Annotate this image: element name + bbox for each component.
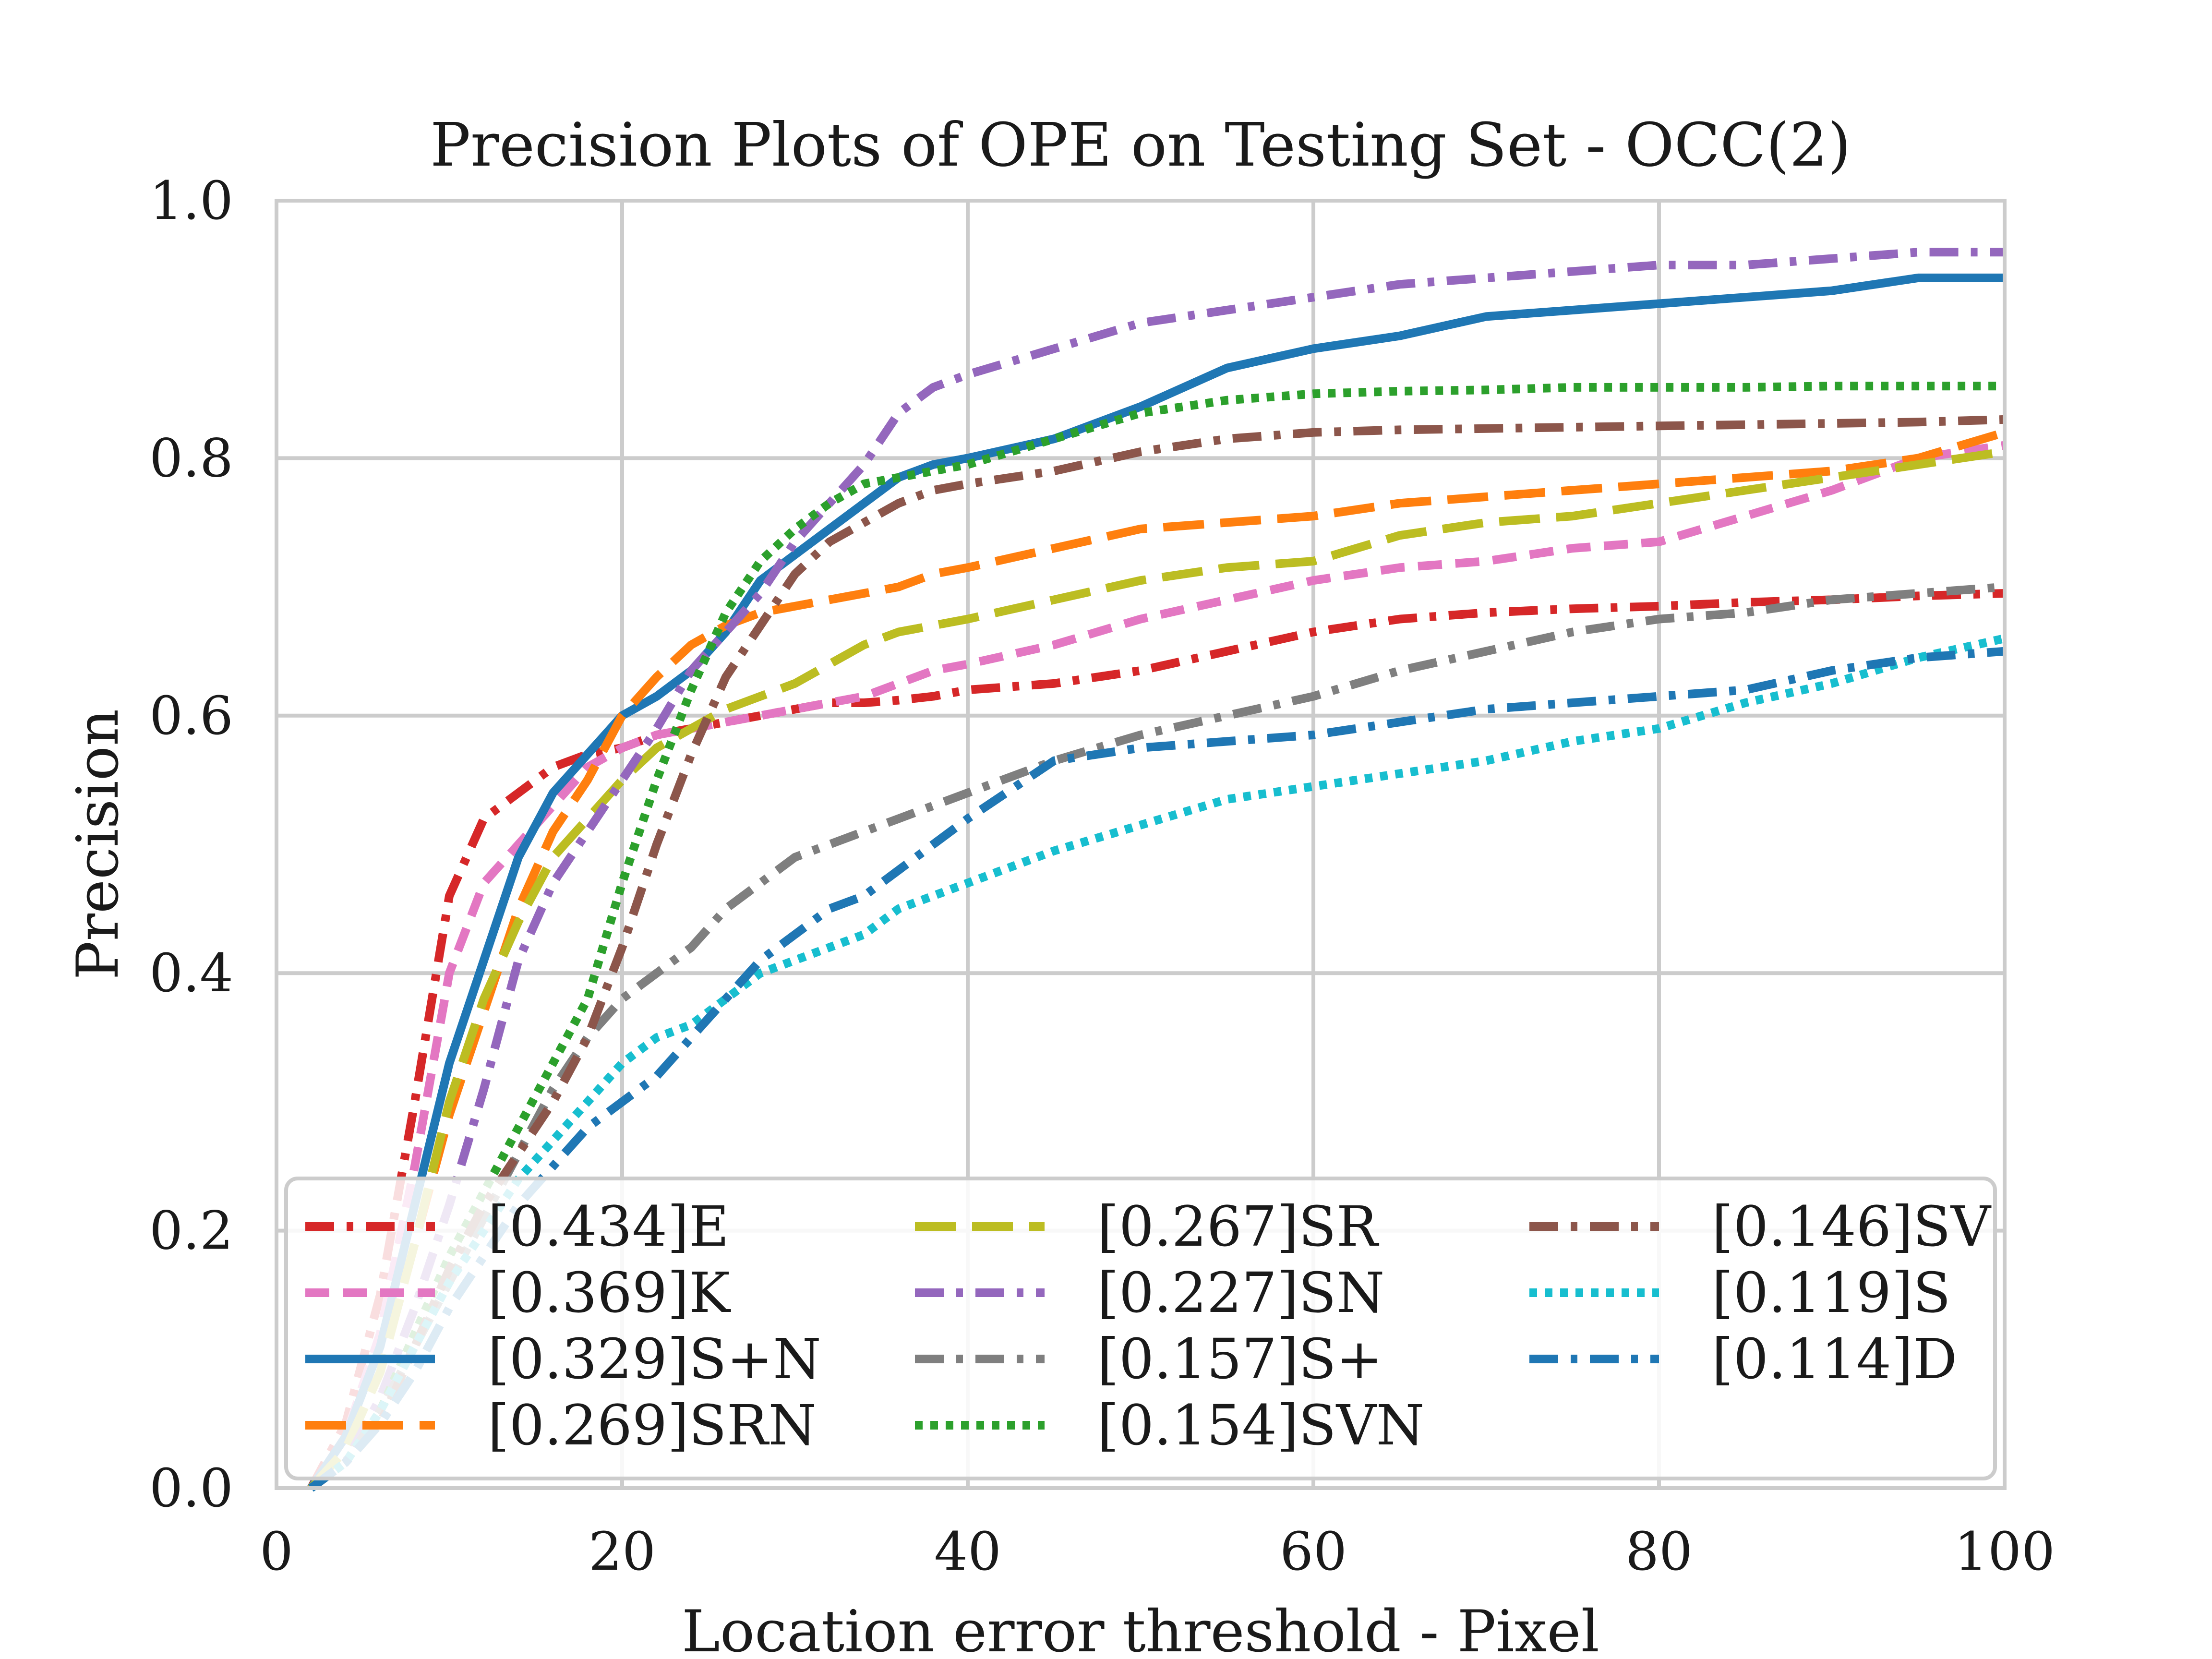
legend-label: [0.269]SRN <box>488 1394 817 1458</box>
legend-label: [0.267]SR <box>1097 1195 1380 1259</box>
x-axis-label: Location error threshold - Pixel <box>682 1599 1599 1659</box>
legend-label: [0.154]SVN <box>1097 1394 1424 1458</box>
y-tick-label: 0.6 <box>149 685 233 746</box>
y-tick-label: 0.2 <box>149 1200 233 1262</box>
legend-label: [0.369]K <box>488 1261 731 1325</box>
series-line-7 <box>308 582 2005 1492</box>
legend-label: [0.146]SV <box>1712 1195 1992 1259</box>
legend-label: [0.157]S+ <box>1097 1327 1382 1392</box>
legend-label: [0.434]E <box>488 1195 729 1259</box>
y-axis-label: Precision <box>65 709 132 980</box>
series-line-2 <box>307 441 2006 1491</box>
series-line-6 <box>308 248 2005 1492</box>
legend-label: [0.227]SN <box>1097 1261 1384 1325</box>
y-tick-label: 0.0 <box>149 1457 233 1519</box>
series-line-11 <box>308 647 2005 1492</box>
x-tick-label: 80 <box>1625 1521 1693 1582</box>
chart-title: Precision Plots of OPE on Testing Set - … <box>430 110 1851 180</box>
plot-frame <box>275 199 2007 1490</box>
x-tick-label: 60 <box>1280 1521 1347 1582</box>
series-line-5 <box>308 447 2006 1491</box>
legend: [0.434]E[0.369]K[0.329]S+N[0.269]SRN [0.2… <box>284 1177 1997 1480</box>
x-tick-label: 0 <box>260 1521 293 1582</box>
y-tick-labels: 0.0 0.2 0.4 0.6 0.8 1.0 <box>149 170 233 1519</box>
y-tick-label: 1.0 <box>149 170 233 231</box>
legend-box <box>284 1177 1997 1480</box>
y-tick-label: 0.4 <box>149 942 233 1004</box>
legend-label: [0.119]S <box>1712 1261 1951 1325</box>
legend-label: [0.114]D <box>1712 1327 1957 1392</box>
series-line-3 <box>307 273 2005 1491</box>
x-tick-labels: 0 20 40 60 80 100 <box>260 1521 2055 1582</box>
x-tick-label: 100 <box>1954 1521 2055 1582</box>
y-tick-label: 0.8 <box>149 427 233 489</box>
legend-label: [0.329]S+N <box>488 1327 821 1392</box>
x-tick-label: 20 <box>589 1521 656 1582</box>
x-tick-label: 40 <box>934 1521 1001 1582</box>
